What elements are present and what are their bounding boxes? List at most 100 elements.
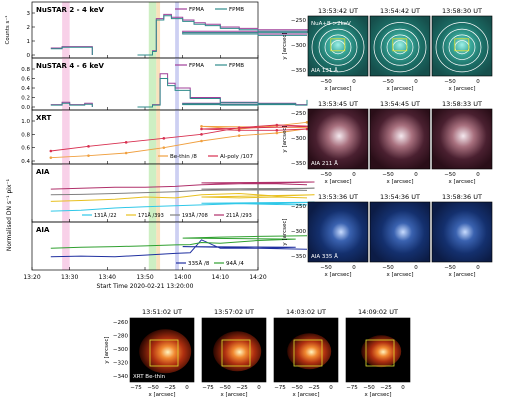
x-tick-label: 0 <box>352 265 356 271</box>
instrument-label: AIA 335 Å <box>311 253 338 260</box>
panel-time: 13:53:42 UT <box>318 7 358 15</box>
contour <box>324 34 352 60</box>
y-tick-label: −300 <box>291 136 307 142</box>
contour <box>373 22 427 73</box>
legend-label: FPMA <box>189 7 204 13</box>
series-point <box>237 129 241 132</box>
solar-image <box>432 16 492 76</box>
panel-title: NuSTAR 2 - 4 keV <box>36 6 105 14</box>
series-line <box>50 187 315 196</box>
y-axis-label: y [arcsec] <box>104 336 110 363</box>
legend-label: 211Å /293 <box>226 212 252 219</box>
xrt-image-panel: 13:57:02 UT −75 −50 −25 0 x [arcsec] <box>201 308 267 398</box>
panel-time: 13:53:36 UT <box>318 193 358 201</box>
x-axis-label: x [arcsec] <box>448 179 475 185</box>
panel-time: 13:58:30 UT <box>442 7 482 15</box>
series-point <box>162 146 166 149</box>
y-tick-label: −300 <box>291 43 307 49</box>
solar-image <box>432 109 492 169</box>
time-band <box>156 110 161 164</box>
series-point <box>124 141 128 144</box>
x-tick-label: 13:20 <box>23 274 40 281</box>
x-tick-label: −25 <box>236 385 248 391</box>
solar-image <box>308 202 368 262</box>
time-band <box>175 58 179 110</box>
image-panel-nustar: 13:54:42 UT −50 0x [arcsec] <box>369 7 431 92</box>
x-tick-label: 13:30 <box>61 274 78 281</box>
y-tick-label: −280 <box>113 334 129 340</box>
image-frame <box>307 201 369 263</box>
image-frame <box>273 317 339 383</box>
time-band <box>156 164 161 222</box>
xrt-image-row: 13:51:02 UT −75 −50 −25 0 x [arcsec] −260 −280 −… <box>104 308 411 398</box>
instrument-label: AIA 211 Å <box>311 160 338 167</box>
time-band <box>156 2 161 58</box>
x-tick-label: 0 <box>414 79 418 85</box>
image-panel-nustar: 13:53:42 UT −50 0x [arcsec] −250 −300 −350 y [… <box>282 7 369 92</box>
x-tick-label: −50 <box>291 385 303 391</box>
y-tick-label: −320 <box>113 361 129 367</box>
series-point <box>237 134 241 137</box>
x-tick-label: 0 <box>414 265 418 271</box>
y-tick-label: −300 <box>113 347 129 353</box>
time-band <box>175 222 179 270</box>
instrument-sublabel: AIA 131 Å <box>311 67 338 74</box>
image-frame <box>201 317 267 383</box>
fov-box <box>392 38 408 52</box>
x-tick-label: −50 <box>382 265 394 271</box>
series-point <box>305 127 309 131</box>
panel-nustar_high: NuSTAR 4 - 6 keV 0.0 0.2 0.4 0.6 0.8 FPMA FPMB <box>21 57 308 111</box>
time-band <box>62 164 70 222</box>
y-tick-label: 0.0 <box>21 105 30 111</box>
image-panel-aia335: 13:53:36 UT −50 0x [arcsec] −250 −300 −350 y [… <box>282 193 369 278</box>
image-panel-nustar: 13:58:30 UT −50 0x [arcsec] <box>431 7 493 92</box>
xrt-image <box>213 331 262 372</box>
x-tick-label: −50 <box>444 265 456 271</box>
x-tick-label: −25 <box>380 385 392 391</box>
legend-label: 193Å /708 <box>182 212 208 219</box>
x-tick-label: 14:00 <box>174 274 191 281</box>
panel-title: XRT <box>36 114 51 122</box>
time-band <box>148 110 157 164</box>
x-axis-label: x [arcsec] <box>448 272 475 278</box>
series-point <box>87 145 90 148</box>
legend-label: 94Å /4 <box>226 260 244 267</box>
fov-box <box>365 339 395 367</box>
x-tick-label: −25 <box>308 385 320 391</box>
xrt-image <box>361 335 402 368</box>
image-frame <box>129 317 195 383</box>
x-tick-label: 14:20 <box>249 274 266 281</box>
series-point <box>305 121 309 124</box>
solar-image <box>370 109 430 169</box>
contour <box>311 22 365 73</box>
normalised-ylabel: Normalised DN s⁻¹ pix⁻¹ <box>6 178 13 251</box>
panel-time: 13:58:36 UT <box>442 193 482 201</box>
panel-nustar_low: NuSTAR 2 - 4 keV 0 1 2 3 FPMA FPMB <box>27 1 315 59</box>
series-line <box>50 124 315 152</box>
y-tick-label: 0 <box>27 53 31 59</box>
xrt-image-panel: 13:51:02 UT −75 −50 −25 0 x [arcsec] −260 −280 −… <box>104 308 195 398</box>
image-panel-aia211: 13:54:45 UT −50 0x [arcsec] <box>369 100 431 185</box>
y-tick-label: −300 <box>291 229 307 235</box>
solar-image <box>370 202 430 262</box>
panel-time: 13:54:42 UT <box>380 7 420 15</box>
y-tick-label: 0.8 <box>21 132 30 138</box>
fov-box <box>293 339 323 367</box>
time-band <box>62 222 70 270</box>
y-tick-label: −250 <box>291 18 307 24</box>
x-tick-label: 0 <box>352 172 356 178</box>
image-panel-aia211: 13:53:45 UT −50 0x [arcsec] −250 −300 −350 y [… <box>282 100 369 185</box>
y-axis-label: y [arcsec] <box>282 218 288 245</box>
time-xlabel: Start Time 2020-02-21 13:20:00 <box>97 283 194 290</box>
series-point <box>275 129 279 132</box>
image-frame <box>431 201 493 263</box>
x-tick-label: 0 <box>185 385 189 391</box>
y-tick-label: 0.4 <box>21 159 30 165</box>
time-band <box>156 222 161 270</box>
y-tick-label: −350 <box>291 254 307 260</box>
y-tick-label: −260 <box>113 320 129 326</box>
x-tick-label: −75 <box>202 385 214 391</box>
x-tick-label: 0 <box>476 79 480 85</box>
image-panel-aia211: 13:58:33 UT −50 0x [arcsec] <box>431 100 493 185</box>
solar-image <box>308 109 368 169</box>
